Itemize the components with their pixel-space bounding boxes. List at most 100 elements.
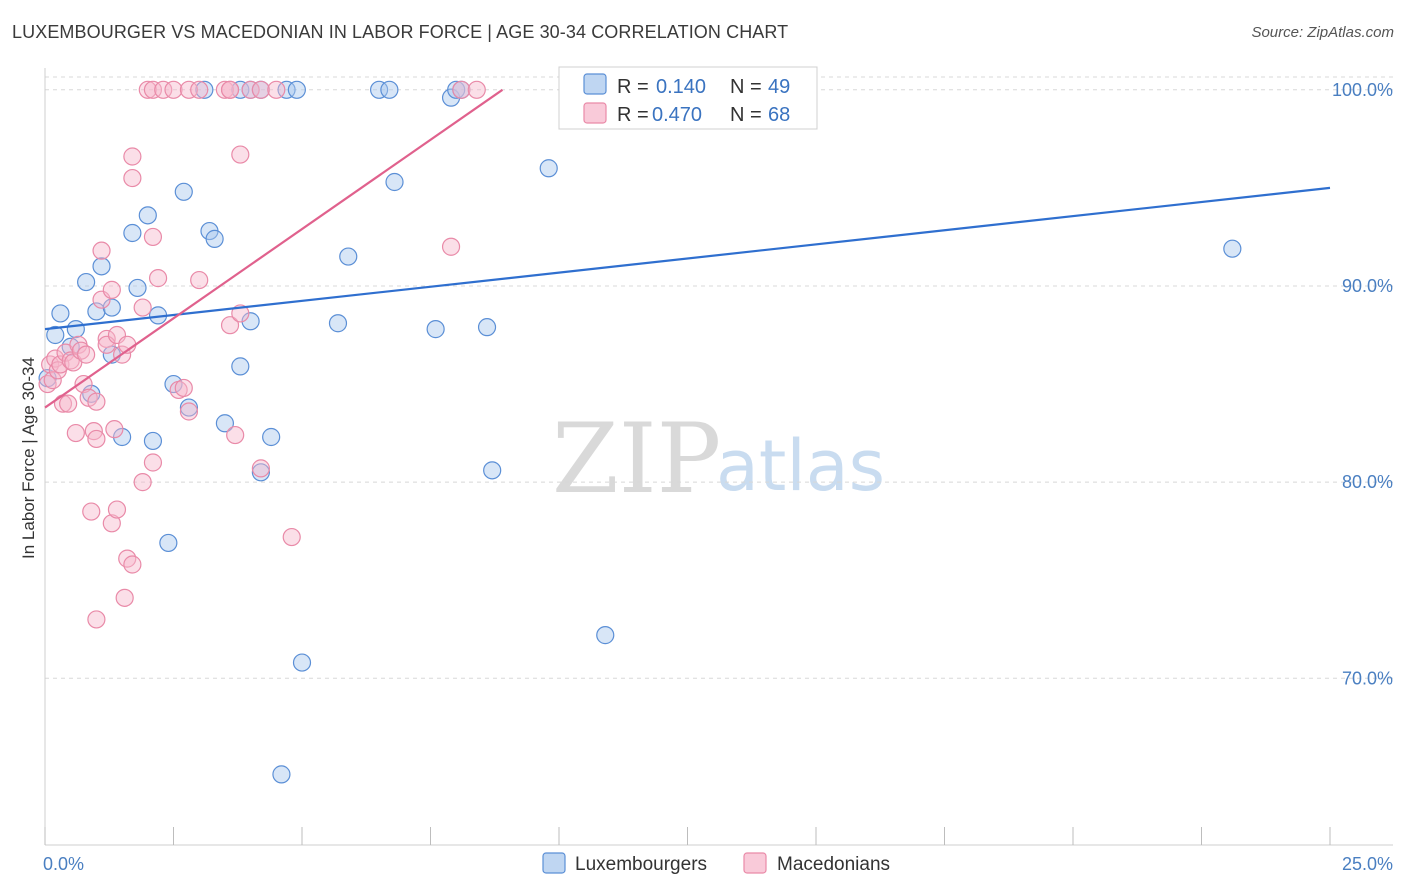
data-point-macedonians — [105, 420, 124, 439]
data-point-macedonians — [148, 269, 168, 288]
data-point-macedonians — [251, 80, 270, 99]
data-point-macedonians — [220, 80, 240, 99]
data-point-luxembourgers — [179, 398, 199, 417]
data-point-macedonians — [77, 345, 96, 364]
watermark-atlas: atlas — [716, 425, 885, 507]
data-point-luxembourgers — [174, 182, 193, 201]
data-point-luxembourgers — [328, 314, 348, 333]
data-point-luxembourgers — [539, 159, 558, 178]
x-tick-labels: 0.0% 25.0% — [43, 854, 1393, 874]
data-point-luxembourgers — [159, 533, 178, 553]
data-point-luxembourgers — [164, 374, 183, 394]
data-point-luxembourgers — [46, 325, 65, 345]
data-point-luxembourgers — [195, 80, 214, 99]
series-macedonians-points — [38, 80, 486, 629]
legend: R = 0.140 N = 49 R = 0.470 N = 68 — [558, 66, 818, 130]
data-point-macedonians — [115, 588, 134, 607]
data-point-luxembourgers — [66, 320, 85, 339]
source-label: Source: ZipAtlas.com — [1251, 24, 1394, 41]
data-point-luxembourgers — [143, 431, 163, 451]
data-point-macedonians — [123, 168, 142, 188]
gridlines — [45, 76, 1393, 679]
watermark-zip: ZIP — [552, 403, 721, 515]
data-point-macedonians — [102, 514, 121, 533]
data-point-macedonians — [231, 145, 250, 164]
data-point-luxembourgers — [231, 80, 250, 99]
bottom-legend-label-luxembourgers: Luxembourgers — [575, 854, 707, 875]
data-point-luxembourgers — [251, 463, 270, 482]
data-point-luxembourgers — [205, 229, 224, 248]
y-tick-label: 80.0% — [1342, 472, 1393, 492]
data-point-macedonians — [143, 80, 163, 99]
trendline-macedonians — [44, 88, 504, 409]
legend-n-value: 49 — [768, 76, 790, 98]
data-point-luxembourgers — [483, 461, 502, 480]
data-point-macedonians — [92, 241, 111, 260]
data-point-macedonians — [46, 349, 65, 368]
data-point-macedonians — [241, 80, 260, 99]
data-point-luxembourgers — [112, 427, 132, 447]
data-point-luxembourgers — [385, 172, 404, 192]
data-point-macedonians — [97, 329, 116, 349]
data-point-macedonians — [123, 147, 142, 166]
data-point-macedonians — [59, 394, 78, 413]
data-point-luxembourgers — [138, 206, 157, 225]
data-point-macedonians — [164, 80, 183, 99]
data-point-luxembourgers — [272, 765, 291, 784]
legend-r-label: R = — [617, 104, 649, 126]
data-point-luxembourgers — [51, 304, 70, 323]
data-point-macedonians — [118, 549, 137, 568]
bottom-legend-swatch-luxembourgers — [542, 852, 566, 874]
legend-swatch-macedonians — [583, 102, 607, 124]
data-point-macedonians — [179, 80, 199, 99]
data-point-luxembourgers — [292, 653, 312, 672]
data-point-luxembourgers — [426, 320, 445, 339]
data-point-luxembourgers — [596, 626, 615, 645]
bottom-legend-label-macedonians: Macedonians — [777, 854, 890, 875]
legend-swatch-luxembourgers — [583, 73, 607, 95]
y-axis-label: In Labor Force | Age 30-34 — [19, 357, 38, 559]
data-point-macedonians — [190, 80, 209, 99]
series-luxembourgers-points — [38, 80, 1242, 784]
data-point-macedonians — [215, 80, 234, 99]
data-point-luxembourgers — [380, 80, 399, 99]
data-point-macedonians — [87, 392, 106, 411]
watermark: ZIP atlas — [552, 403, 885, 515]
data-point-macedonians — [102, 280, 121, 299]
data-point-luxembourgers — [262, 427, 281, 447]
data-point-macedonians — [179, 402, 199, 421]
data-point-macedonians — [282, 527, 301, 547]
y-tick-label: 100.0% — [1332, 80, 1393, 100]
data-point-luxembourgers — [287, 80, 306, 99]
data-point-luxembourgers — [370, 80, 389, 99]
data-point-luxembourgers — [123, 223, 142, 243]
data-point-macedonians — [154, 80, 173, 99]
data-point-macedonians — [143, 453, 163, 472]
data-point-macedonians — [133, 473, 152, 492]
legend-r-value: 0.140 — [656, 76, 706, 98]
legend-n-value: 68 — [768, 104, 790, 126]
chart-title: LUXEMBOURGER VS MACEDONIAN IN LABOR FORC… — [12, 22, 789, 42]
data-point-luxembourgers — [77, 272, 96, 292]
data-point-macedonians — [143, 227, 163, 247]
data-point-macedonians — [251, 459, 270, 478]
data-point-macedonians — [226, 425, 245, 445]
legend-r-label: R = — [617, 76, 649, 98]
data-point-luxembourgers — [277, 80, 296, 99]
x-tick-label: 0.0% — [43, 854, 84, 874]
data-point-luxembourgers — [477, 318, 497, 337]
x-tick-label: 25.0% — [1342, 854, 1393, 874]
data-point-macedonians — [43, 371, 62, 390]
data-point-luxembourgers — [92, 257, 111, 276]
data-point-macedonians — [190, 270, 209, 290]
data-point-macedonians — [74, 374, 93, 394]
y-tick-label: 70.0% — [1342, 668, 1393, 688]
bottom-legend-swatch-macedonians — [743, 852, 767, 874]
data-point-macedonians — [87, 429, 106, 449]
data-point-macedonians — [174, 378, 193, 398]
data-point-luxembourgers — [231, 357, 250, 376]
data-point-macedonians — [452, 80, 471, 99]
data-point-macedonians — [220, 316, 240, 335]
trend-lines — [44, 88, 1331, 409]
